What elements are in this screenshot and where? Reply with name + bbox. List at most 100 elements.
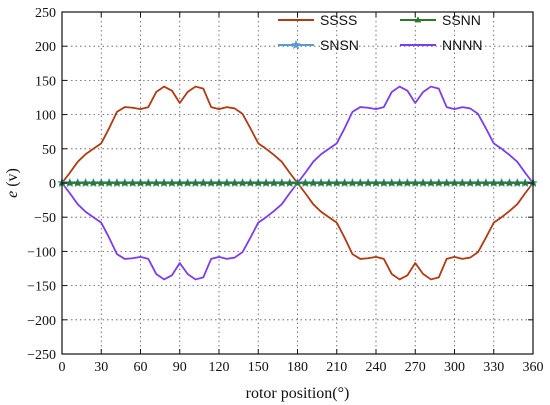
y-tick-label: 150 bbox=[35, 74, 56, 89]
data-point-ssnn bbox=[200, 179, 207, 186]
data-point-ssnn bbox=[82, 179, 89, 186]
data-point-ssnn bbox=[207, 179, 215, 186]
data-point-ssnn bbox=[490, 179, 497, 186]
data-point-ssnn bbox=[302, 179, 309, 186]
data-point-ssnn bbox=[467, 179, 474, 186]
y-tick-label: 250 bbox=[35, 6, 56, 21]
data-point-ssnn bbox=[514, 179, 521, 186]
data-point-ssnn bbox=[176, 179, 183, 186]
data-point-ssnn bbox=[427, 179, 435, 186]
data-point-ssnn bbox=[66, 179, 74, 186]
x-tick-label: 180 bbox=[287, 360, 308, 375]
data-point-ssnn bbox=[435, 179, 442, 186]
data-point-ssnn bbox=[160, 179, 168, 186]
data-point-ssnn bbox=[90, 179, 97, 186]
y-tick-label: 0 bbox=[49, 177, 56, 192]
data-point-ssnn bbox=[333, 179, 340, 186]
legend-marker bbox=[290, 39, 302, 50]
y-tick-label: 200 bbox=[35, 40, 56, 55]
axis-ticks: 0 30 60 90 120 150 180 210 240 270 300 330 360 250 200… bbox=[27, 6, 543, 375]
data-point-ssnn bbox=[215, 179, 223, 186]
data-point-ssnn bbox=[294, 179, 301, 186]
legend-item-ssss: SSSS bbox=[278, 12, 357, 28]
data-point-ssnn bbox=[137, 179, 144, 186]
x-tick-label: 150 bbox=[248, 360, 269, 375]
y-axis-label-unit: (v) bbox=[4, 168, 21, 191]
data-point-ssnn bbox=[105, 179, 113, 186]
x-tick-label: 30 bbox=[94, 360, 108, 375]
data-point-ssnn bbox=[412, 179, 419, 186]
data-point-ssnn bbox=[278, 179, 285, 186]
data-point-ssnn bbox=[506, 179, 513, 186]
legend-item-snsn: SNSN bbox=[278, 37, 359, 53]
x-tick-label: 60 bbox=[134, 360, 148, 375]
data-point-ssnn bbox=[98, 179, 105, 186]
y-axis-label-symbol: e bbox=[4, 191, 21, 198]
data-point-ssnn bbox=[459, 179, 466, 186]
data-point-ssnn bbox=[270, 179, 278, 186]
data-point-ssnn bbox=[231, 179, 238, 186]
data-point-ssnn bbox=[145, 179, 152, 186]
data-point-ssnn bbox=[396, 179, 403, 186]
x-tick-label: 240 bbox=[366, 360, 387, 375]
data-point-ssnn bbox=[498, 179, 505, 186]
data-point-ssnn bbox=[310, 179, 317, 186]
legend-label: SNSN bbox=[320, 37, 359, 53]
data-point-ssnn bbox=[192, 179, 199, 186]
data-point-ssnn bbox=[404, 179, 411, 186]
data-point-ssnn bbox=[239, 179, 246, 186]
x-tick-label: 210 bbox=[326, 360, 347, 375]
data-point-ssnn bbox=[262, 179, 270, 186]
x-tick-label: 300 bbox=[444, 360, 465, 375]
x-tick-label: 270 bbox=[405, 360, 426, 375]
data-point-ssnn bbox=[325, 179, 333, 186]
y-tick-label: −50 bbox=[34, 211, 56, 226]
data-point-ssnn bbox=[372, 179, 380, 186]
data-point-ssnn bbox=[357, 179, 364, 186]
x-axis-label: rotor position(°) bbox=[246, 385, 350, 402]
y-tick-label: 50 bbox=[42, 143, 56, 158]
data-point-ssnn bbox=[153, 179, 160, 186]
x-tick-label: 330 bbox=[483, 360, 504, 375]
y-tick-label: −250 bbox=[27, 348, 56, 363]
y-axis-label: e (v) bbox=[4, 168, 21, 198]
legend-item-nnnn: NNNN bbox=[400, 37, 482, 53]
y-tick-label: −100 bbox=[27, 245, 56, 260]
data-point-ssnn bbox=[286, 179, 293, 186]
data-point-ssnn bbox=[474, 179, 482, 186]
x-tick-label: 360 bbox=[523, 360, 544, 375]
y-tick-label: 100 bbox=[35, 109, 56, 124]
series-lines bbox=[56, 85, 539, 281]
data-point-ssnn bbox=[74, 179, 81, 186]
data-point-ssnn bbox=[388, 179, 395, 186]
x-tick-label: 0 bbox=[59, 360, 66, 375]
legend-label: SSNN bbox=[442, 12, 481, 28]
data-point-ssnn bbox=[113, 179, 121, 186]
data-point-ssnn bbox=[451, 179, 458, 186]
legend-marker bbox=[414, 16, 422, 23]
y-tick-label: −200 bbox=[27, 314, 56, 329]
data-point-ssnn bbox=[317, 179, 325, 186]
legend-label: SSSS bbox=[320, 12, 357, 28]
data-point-ssnn bbox=[419, 179, 427, 186]
data-point-ssnn bbox=[129, 179, 136, 186]
data-point-ssnn bbox=[247, 179, 254, 186]
data-point-ssnn bbox=[380, 179, 388, 186]
series-ssnn bbox=[58, 179, 537, 186]
data-point-ssnn bbox=[223, 179, 231, 186]
x-tick-label: 90 bbox=[173, 360, 187, 375]
data-point-ssnn bbox=[443, 179, 450, 186]
legend-item-ssnn: SSNN bbox=[400, 12, 481, 28]
data-point-ssnn bbox=[521, 179, 529, 186]
data-point-ssnn bbox=[121, 179, 128, 186]
x-tick-label: 120 bbox=[209, 360, 230, 375]
legend: SSSS SSNN SNSN NNNN bbox=[278, 12, 482, 53]
data-point-ssnn bbox=[482, 179, 490, 186]
data-point-ssnn bbox=[168, 179, 176, 186]
data-point-ssnn bbox=[341, 179, 348, 186]
y-tick-label: −150 bbox=[27, 280, 56, 295]
data-point-ssnn bbox=[184, 179, 191, 186]
data-point-ssnn bbox=[255, 179, 262, 186]
legend-label: NNNN bbox=[442, 37, 482, 53]
